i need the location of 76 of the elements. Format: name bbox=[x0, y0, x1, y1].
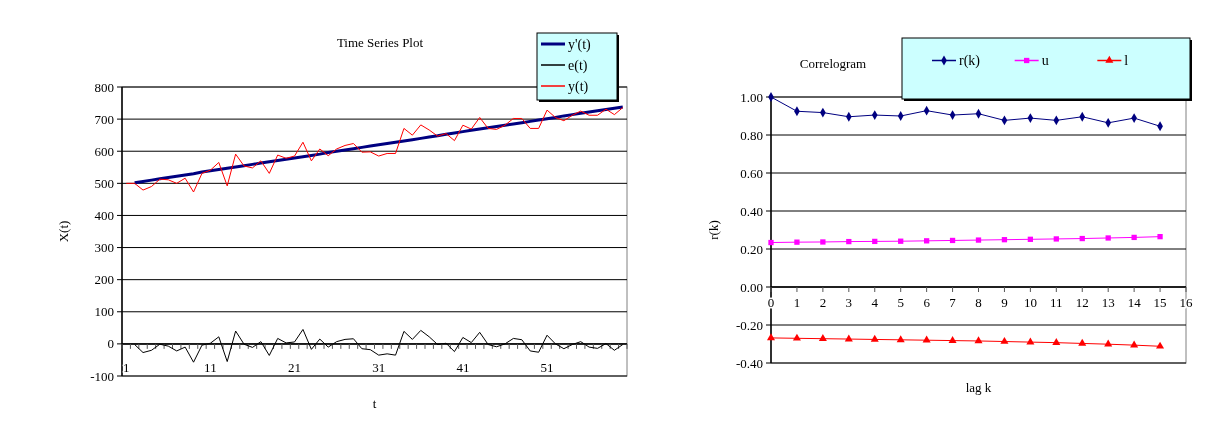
chart-title: Time Series Plot bbox=[336, 35, 424, 50]
point bbox=[766, 333, 776, 341]
point bbox=[1000, 336, 1009, 344]
point bbox=[922, 335, 931, 343]
x-tick-label: 3 bbox=[845, 295, 853, 310]
x-axis-title: lag k bbox=[965, 380, 992, 395]
x-tick-label: 11 bbox=[204, 360, 217, 375]
x-tick-label: 9 bbox=[1001, 295, 1008, 310]
x-tick-label: 1 bbox=[122, 360, 130, 375]
y-axis-title: X(t) bbox=[56, 220, 71, 243]
x-tick-label: 15 bbox=[1153, 295, 1167, 310]
y-tick-label: 400 bbox=[94, 207, 114, 223]
legend-label: r(k) bbox=[959, 53, 981, 70]
x-tick-label: 5 bbox=[897, 295, 904, 310]
y-tick-label: -0.40 bbox=[735, 355, 763, 371]
y-tick-label: 700 bbox=[94, 111, 114, 127]
legend-label: y(t) bbox=[568, 78, 589, 95]
point bbox=[794, 239, 800, 245]
legend-label: e(t) bbox=[568, 57, 588, 74]
point bbox=[1104, 339, 1113, 347]
y-tick-label: 200 bbox=[94, 272, 114, 288]
point bbox=[948, 335, 957, 343]
point bbox=[1156, 341, 1165, 349]
x-tick-label: 41 bbox=[456, 360, 470, 375]
point bbox=[1053, 236, 1059, 242]
legend-label: l bbox=[1124, 53, 1129, 69]
point bbox=[1052, 338, 1061, 345]
point bbox=[820, 239, 826, 245]
point bbox=[1078, 338, 1087, 346]
x-tick-label: 12 bbox=[1075, 295, 1089, 310]
legend-label: u bbox=[1041, 53, 1049, 69]
point bbox=[792, 333, 801, 341]
x-tick-label: 10 bbox=[1023, 295, 1037, 310]
y-tick-label: 100 bbox=[94, 304, 114, 320]
point bbox=[975, 237, 982, 243]
x-tick-label: 31 bbox=[372, 360, 386, 375]
y-tick-label: 500 bbox=[94, 175, 114, 191]
x-tick-label: 8 bbox=[975, 295, 982, 310]
x-axis-title: t bbox=[372, 396, 377, 411]
y-tick-label: 0.20 bbox=[740, 241, 763, 257]
y-tick-label: 300 bbox=[94, 240, 114, 256]
x-tick-label: 11 bbox=[1050, 295, 1063, 310]
chart-title: Correlogram bbox=[799, 56, 867, 71]
point bbox=[870, 334, 879, 342]
point bbox=[896, 335, 905, 343]
x-tick-label: 21 bbox=[288, 360, 302, 375]
point bbox=[974, 336, 983, 344]
x-tick-label: 51 bbox=[540, 360, 554, 375]
y-tick-label: 800 bbox=[94, 79, 114, 95]
y-tick-label: 0 bbox=[107, 336, 114, 352]
point bbox=[1157, 234, 1163, 240]
point bbox=[871, 110, 878, 120]
y-tick-label: 600 bbox=[94, 143, 114, 159]
x-tick-label: 7 bbox=[949, 295, 957, 310]
point bbox=[1105, 235, 1111, 241]
point bbox=[1131, 234, 1137, 241]
y-tick-label: 1.00 bbox=[740, 89, 763, 105]
y-tick-label: -0.20 bbox=[735, 317, 763, 333]
y-tick-label: 0.00 bbox=[740, 279, 763, 295]
x-tick-label: 16 bbox=[1179, 295, 1193, 310]
y-tick-label: -100 bbox=[90, 368, 114, 384]
x-tick-label: 13 bbox=[1101, 295, 1115, 310]
x-tick-label: 2 bbox=[819, 295, 827, 310]
x-tick-label: 14 bbox=[1127, 295, 1142, 310]
y-tick-label: 0.80 bbox=[740, 127, 763, 143]
x-tick-label: 6 bbox=[923, 295, 931, 310]
y-tick-label: 0.40 bbox=[740, 203, 763, 219]
x-tick-label: 4 bbox=[871, 295, 879, 310]
y-axis-title: r(k) bbox=[706, 220, 721, 240]
point bbox=[949, 110, 956, 120]
point bbox=[897, 111, 904, 121]
x-tick-label: 1 bbox=[793, 295, 801, 310]
y-tick-label: 0.60 bbox=[740, 165, 763, 181]
point bbox=[818, 334, 827, 341]
legend-label: y'(t) bbox=[568, 36, 592, 53]
point bbox=[768, 239, 774, 246]
